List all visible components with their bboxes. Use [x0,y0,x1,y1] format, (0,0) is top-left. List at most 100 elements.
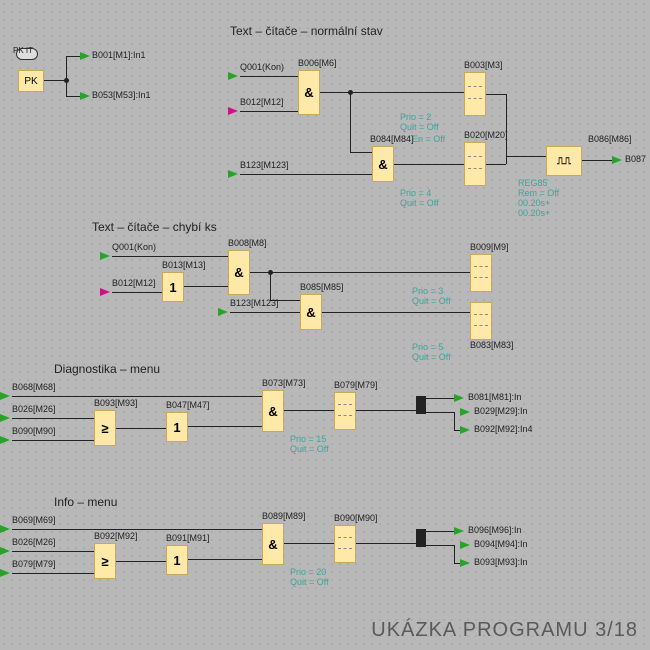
wire [350,92,465,93]
output-arrow-icon [454,527,464,535]
wire [188,426,262,427]
and-symbol: & [234,265,243,280]
or-symbol: ≥ [101,554,108,569]
split-node [416,396,426,414]
wire [454,545,455,563]
and-block[interactable]: & [298,70,320,115]
and-block[interactable]: & [300,294,322,330]
output-arrow-icon [454,394,464,402]
wire [506,94,507,164]
and-block[interactable]: & [262,390,284,432]
and-symbol: & [304,85,313,100]
and-symbol: & [268,537,277,552]
and-symbol: & [378,157,387,172]
annot: Prio = 20 [290,567,326,577]
annot: Prio = 4 [400,188,431,198]
label-b089: B089[M89] [262,511,306,521]
annot: Quit = Off [412,296,451,306]
pulse-icon: ⎍⎍ [557,156,571,167]
pk-block[interactable]: PK [18,70,44,92]
wire [66,96,80,97]
label-b083: B083[M83] [470,340,514,350]
wire [426,398,454,399]
input-arrow-icon [228,107,238,115]
wire [250,272,270,273]
input-arrow-icon [0,414,10,422]
input-arrow-icon [0,392,10,400]
one-block[interactable]: 1 [162,272,184,302]
wire [240,76,298,77]
dash-block[interactable] [334,525,356,563]
wire [426,412,454,413]
wire [350,92,351,152]
wire [454,412,455,430]
output-arrow-icon [460,426,470,434]
label-b020: B020[M20] [464,130,508,140]
annot: REG85 [518,178,548,188]
input-arrow-icon [0,547,10,555]
label-b090: B090[M90] [12,426,56,436]
wire [486,94,506,95]
node-dot [64,78,69,83]
wire [506,156,546,157]
and-block[interactable]: & [228,250,250,295]
wire-label: B053[M53]:In1 [92,90,151,100]
wire [66,56,80,57]
label-b094: B094[M94]:In [474,539,528,549]
annot: Quit = Off [290,444,329,454]
input-arrow-icon [100,288,110,296]
wire [66,56,67,96]
dash-block[interactable] [464,72,486,116]
output-arrow-icon [460,408,470,416]
pulse-block[interactable]: ⎍⎍ [546,146,582,176]
label-b081: B081[M81]:In [468,392,522,402]
input-arrow-icon [100,252,110,260]
output-arrow-icon [80,92,90,100]
wire [426,531,454,532]
wire [116,561,166,562]
output-arrow-icon [460,559,470,567]
dash-block[interactable] [464,142,486,186]
wire [320,92,350,93]
one-block[interactable]: 1 [166,412,188,442]
dash-block[interactable] [470,302,492,340]
plc-text: PK IT [13,46,33,55]
or-block[interactable]: ≥ [94,410,116,446]
or-block[interactable]: ≥ [94,543,116,579]
and-block[interactable]: & [262,523,284,565]
label-b047: B047[M47] [166,400,210,410]
section-title-4: Info – menu [54,495,117,509]
dash-block[interactable] [470,254,492,292]
wire [270,272,470,273]
wire [284,410,334,411]
wire [240,174,372,175]
wire [184,286,228,287]
and-symbol: & [268,404,277,419]
label-b086: B086[M86] [588,134,632,144]
annot: Prio = 2 [400,112,431,122]
input-arrow-icon [0,569,10,577]
wire [394,164,464,165]
annot: Quit = Off [290,577,329,587]
annot: Prio = 15 [290,434,326,444]
dash-block[interactable] [334,392,356,430]
label-b012: B012[M12] [240,97,284,107]
label-b096: B096[M96]:In [468,525,522,535]
and-block[interactable]: & [372,146,394,182]
label-b069: B069[M69] [12,515,56,525]
input-arrow-icon [228,170,238,178]
wire [12,418,94,419]
wire-label: B001[M1]:In1 [92,50,146,60]
wire [12,573,94,574]
annot: Prio = 5 [412,342,443,352]
one-block[interactable]: 1 [166,545,188,575]
input-arrow-icon [218,308,228,316]
label-b084: B084[M84] [370,134,414,144]
label-q001b: Q001(Kon) [112,242,156,252]
label-b091: B091[M91] [166,533,210,543]
label-b087: B087 [625,154,646,164]
wire [270,272,271,300]
one-symbol: 1 [169,280,176,295]
annot: 00.20s+ [518,208,550,218]
wire [116,428,166,429]
